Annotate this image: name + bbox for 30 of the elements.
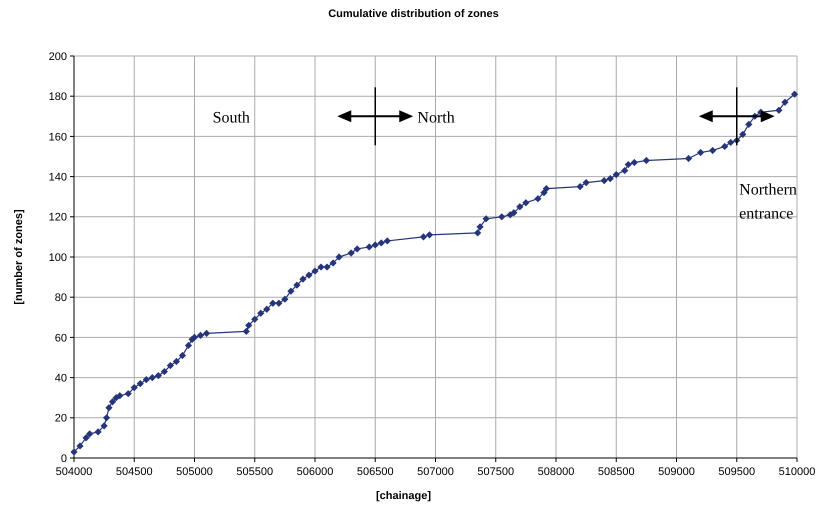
y-tick-label: 180 bbox=[48, 91, 67, 104]
x-tick-label: 509000 bbox=[658, 466, 695, 478]
y-tick-label: 80 bbox=[54, 292, 67, 304]
x-tick-label: 504500 bbox=[116, 466, 153, 478]
y-tick-label: 120 bbox=[48, 212, 67, 224]
y-axis-title: [number of zones] bbox=[13, 209, 25, 305]
annotation: Northern entrance bbox=[739, 182, 797, 223]
chart-title: Cumulative distribution of zones bbox=[328, 8, 499, 20]
x-tick-label: 505500 bbox=[236, 466, 274, 478]
y-tick-label: 40 bbox=[54, 372, 67, 384]
x-tick-label: 509500 bbox=[718, 466, 756, 478]
y-tick-label: 0 bbox=[60, 452, 67, 465]
x-tick-label: 508000 bbox=[538, 466, 574, 478]
y-tick-label: 60 bbox=[54, 332, 67, 344]
annotation: North bbox=[417, 109, 455, 126]
y-tick-label: 20 bbox=[54, 412, 67, 425]
y-tick-label: 100 bbox=[48, 252, 67, 264]
x-axis-title: [chainage] bbox=[376, 490, 432, 502]
x-tick-label: 506500 bbox=[356, 466, 394, 478]
x-tick-label: 504000 bbox=[56, 466, 92, 478]
x-tick-label: 507000 bbox=[417, 466, 454, 478]
x-tick-label: 507500 bbox=[477, 466, 514, 478]
y-tick-label: 140 bbox=[48, 171, 67, 184]
x-tick-label: 510000 bbox=[778, 466, 816, 478]
y-tick-label: 200 bbox=[48, 50, 67, 63]
x-tick-label: 508500 bbox=[598, 466, 635, 478]
annotation: South bbox=[212, 109, 250, 126]
x-tick-label: 505000 bbox=[176, 466, 213, 478]
x-tick-label: 506000 bbox=[296, 466, 334, 478]
y-tick-label: 160 bbox=[48, 131, 67, 144]
